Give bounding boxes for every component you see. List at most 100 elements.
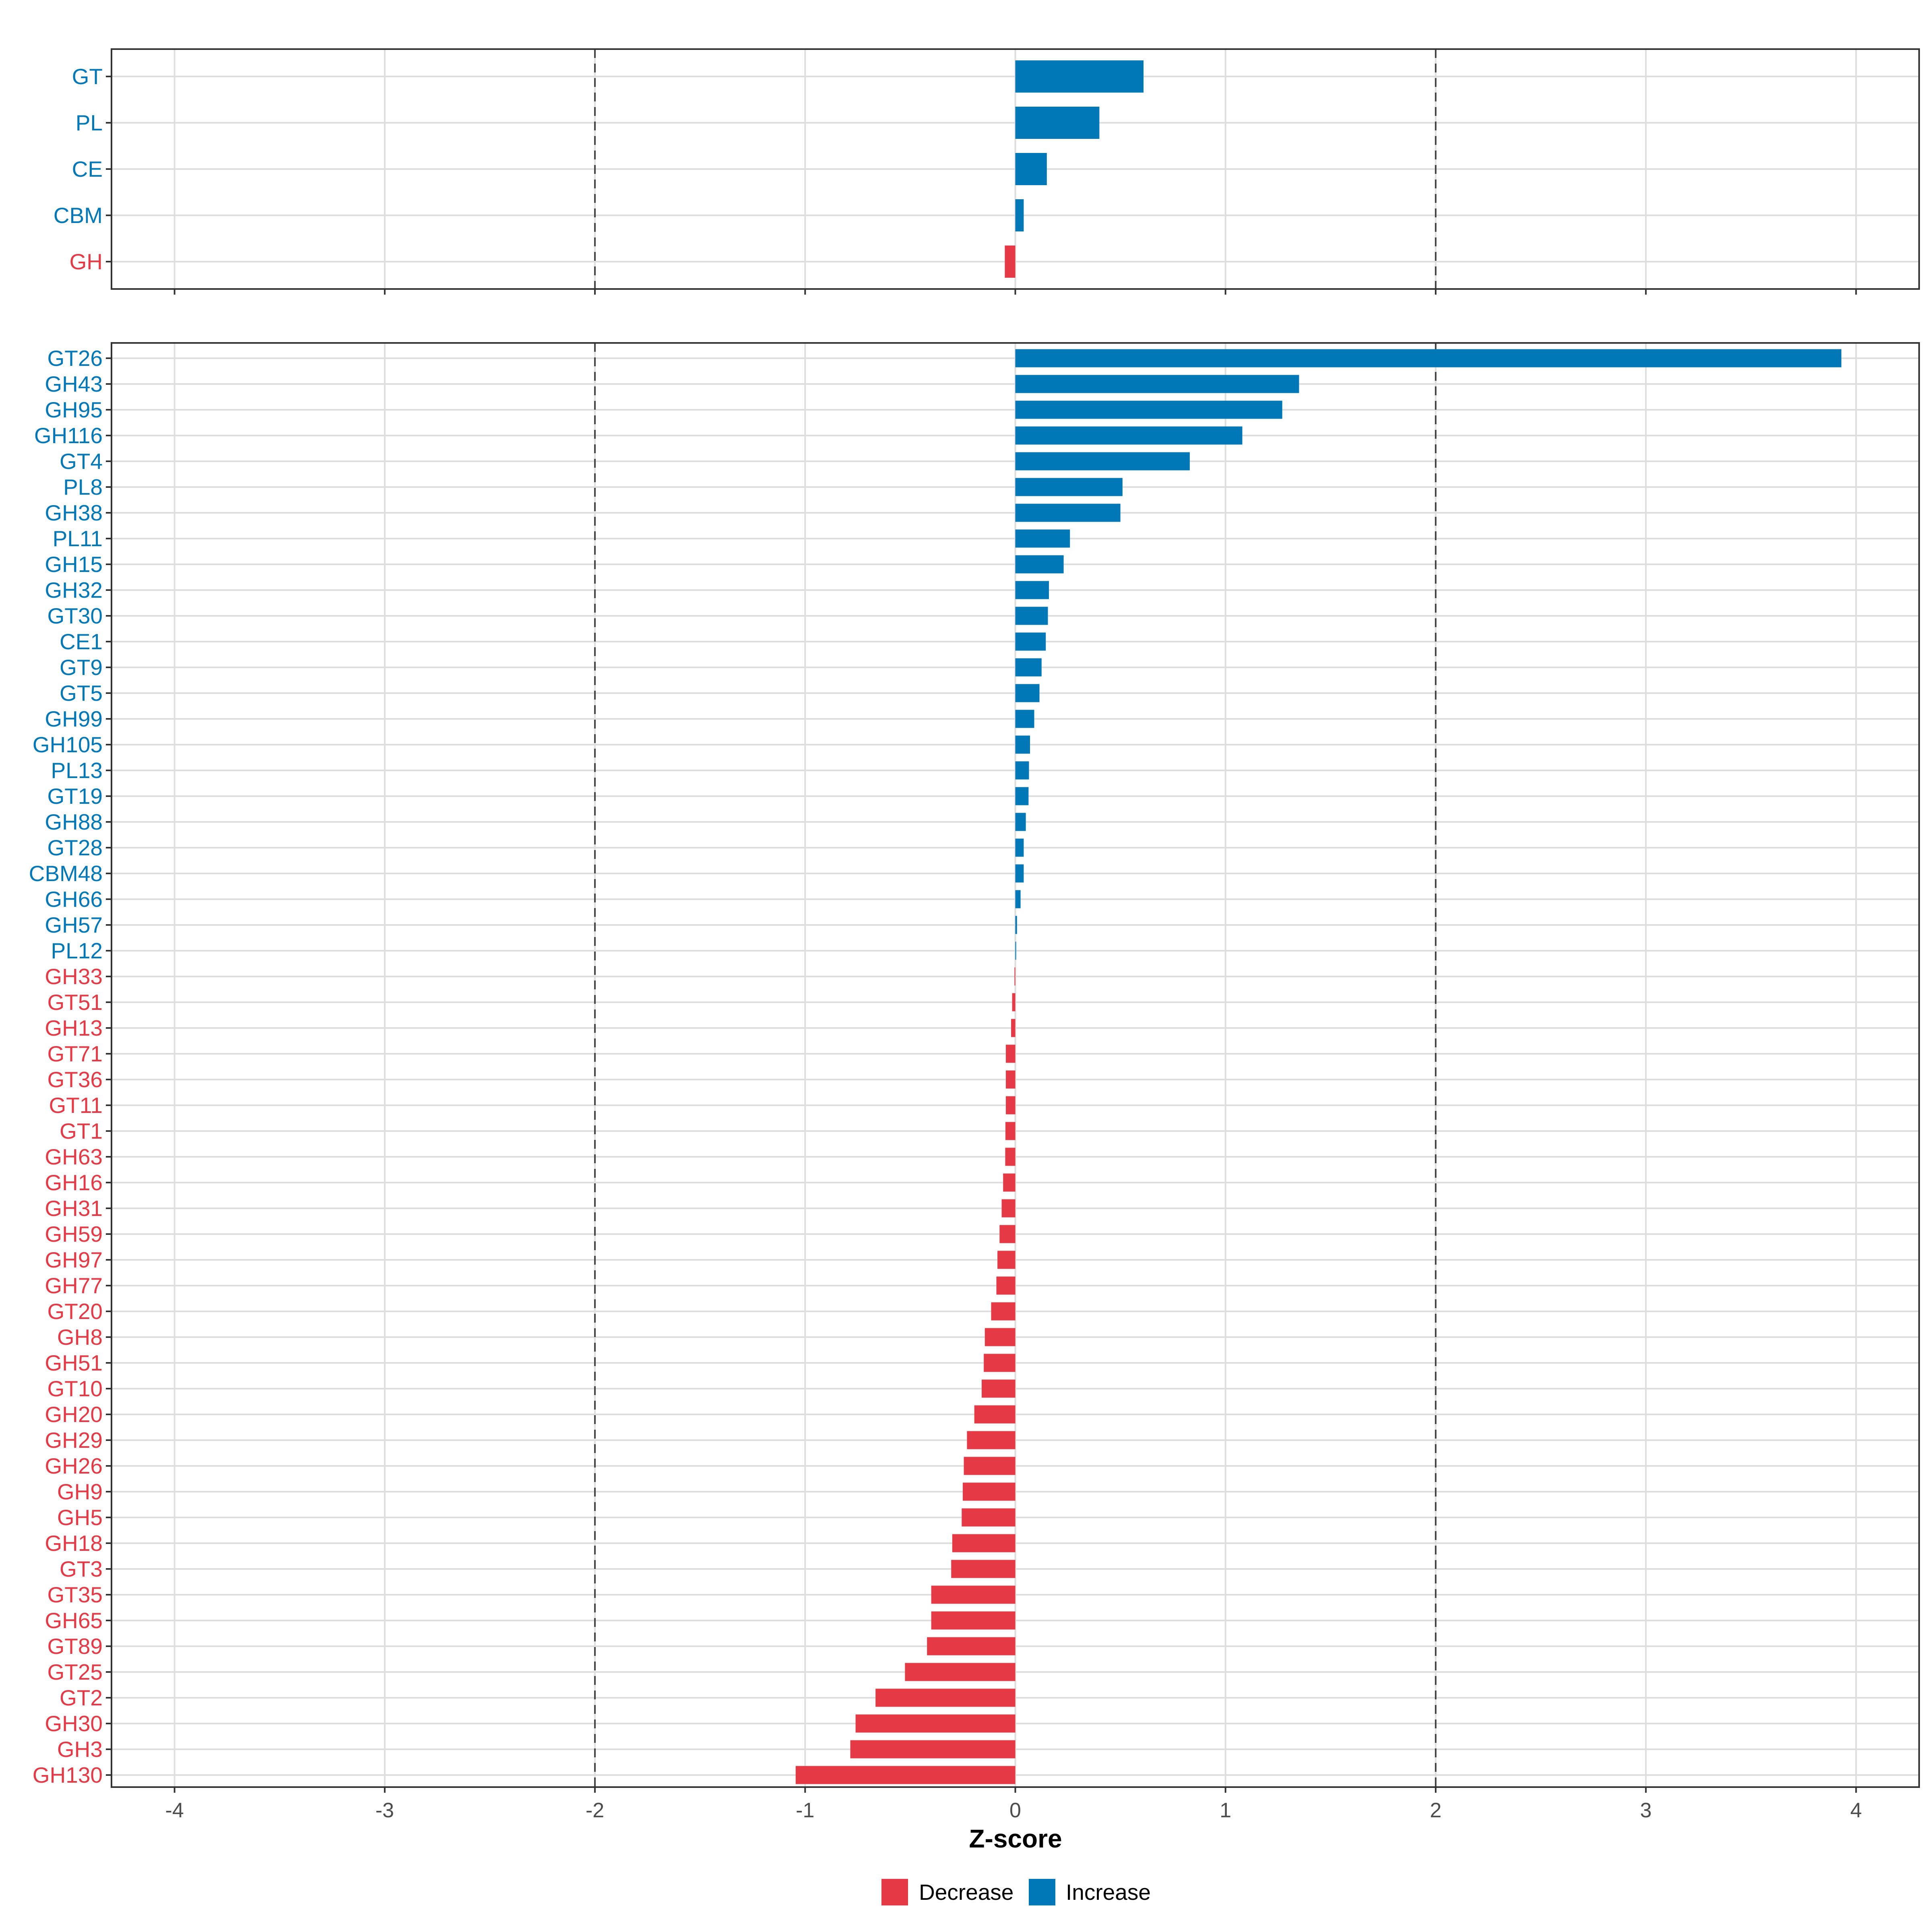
x-tick-label: 4 [1850,1799,1862,1822]
x-tick-label: 1 [1220,1799,1231,1822]
bottom-category-label-gh116: GH116 [34,423,103,448]
x-axis-title: Z-score [969,1824,1062,1853]
bottom-category-label-gh105: GH105 [33,732,103,757]
bottom-bar-gh26 [964,1457,1016,1475]
bottom-category-label-gt51: GT51 [47,990,103,1015]
bottom-bar-gh32 [1015,581,1049,599]
legend-label-increase: Increase [1066,1880,1151,1905]
bottom-bar-gh5 [962,1508,1016,1527]
bottom-bar-gh15 [1015,555,1064,574]
legend-swatch-decrease [881,1879,908,1905]
bottom-category-label-gt30: GT30 [47,603,103,628]
bottom-bar-gh99 [1015,710,1034,728]
bottom-category-label-pl11: PL11 [53,526,103,551]
bottom-bar-gt51 [1012,993,1016,1011]
bottom-bar-gh66 [1015,890,1021,908]
bottom-category-label-gt2: GT2 [60,1685,103,1710]
bottom-bar-gt2 [875,1688,1016,1707]
bottom-category-label-gt26: GT26 [47,346,103,371]
top-category-label-gh: GH [70,249,103,274]
top-bar-gt [1015,60,1144,93]
bottom-bar-gt71 [1006,1044,1016,1063]
bottom-bar-pl8 [1015,478,1123,496]
bottom-panel: GT26GH43GH95GH116GT4PL8GH38PL11GH15GH32G… [29,342,1920,1822]
bottom-category-label-gh65: GH65 [45,1608,103,1633]
bottom-category-label-gh77: GH77 [45,1273,103,1298]
bottom-bar-pl13 [1015,761,1029,780]
bottom-bar-gt89 [927,1637,1016,1655]
x-tick-label: 0 [1009,1799,1021,1822]
bottom-category-label-gt35: GT35 [47,1582,103,1607]
bottom-bar-gt26 [1015,349,1841,367]
x-tick-label: -2 [586,1799,604,1822]
bottom-bar-gt36 [1006,1070,1016,1089]
bottom-bar-gt9 [1015,658,1042,677]
bottom-category-label-gh18: GH18 [45,1531,103,1556]
bottom-bar-gt19 [1015,787,1029,805]
bottom-category-label-gh43: GH43 [45,372,103,396]
bottom-bar-gh57 [1015,916,1017,934]
bottom-bar-gt28 [1015,838,1024,857]
top-panel: GT PL CE CBM GH [54,48,1920,295]
bottom-bar-gh9 [962,1482,1016,1501]
bottom-bar-ce1 [1015,632,1046,651]
bottom-bar-gh116 [1015,426,1243,445]
bottom-category-label-gh30: GH30 [45,1711,103,1736]
bottom-bar-gh65 [931,1611,1016,1630]
bottom-category-label-gt28: GT28 [47,835,103,860]
bottom-bar-gt20 [991,1302,1016,1321]
bottom-category-label-gh31: GH31 [45,1196,103,1221]
bottom-category-label-pl8: PL8 [63,475,103,500]
bottom-bar-gh16 [1003,1173,1016,1192]
bottom-bar-gh38 [1015,504,1121,522]
bottom-bar-gh105 [1015,735,1030,754]
bottom-bar-gh29 [967,1431,1016,1449]
bottom-bar-gh43 [1015,375,1299,393]
bottom-category-label-gh57: GH57 [45,912,103,937]
bottom-bar-gt35 [931,1585,1016,1604]
bottom-bar-gh63 [1005,1148,1016,1166]
bottom-bar-gt30 [1015,607,1048,625]
top-panel-border [111,48,1920,290]
bottom-category-label-gh51: GH51 [45,1350,103,1375]
x-tick-label: 3 [1640,1799,1652,1822]
bottom-bar-gt4 [1015,452,1190,471]
bottom-category-label-gh15: GH15 [45,552,103,577]
top-category-label-cbm: CBM [54,203,103,228]
bottom-category-label-gh13: GH13 [45,1016,103,1040]
bottom-category-label-gh29: GH29 [45,1428,103,1453]
bottom-category-label-gt11: GT11 [49,1093,103,1118]
bottom-bar-gh95 [1015,400,1282,419]
bottom-bar-pl11 [1015,529,1070,548]
bottom-bar-gt10 [981,1379,1016,1398]
bottom-bar-gh33 [1014,967,1016,986]
x-tick-label: -3 [376,1799,394,1822]
bottom-category-label-gh20: GH20 [45,1402,103,1427]
bottom-category-label-gh66: GH66 [45,887,103,912]
legend-label-decrease: Decrease [919,1880,1013,1905]
bottom-category-label-gh32: GH32 [45,578,103,603]
x-tick-label: -4 [165,1799,184,1822]
bottom-category-label-gt71: GT71 [47,1041,103,1066]
bottom-bar-gh18 [952,1534,1016,1552]
bottom-category-label-gt19: GT19 [47,784,103,809]
top-bar-gh [1005,246,1016,278]
bottom-category-label-gt9: GT9 [60,655,103,680]
bottom-category-label-gh26: GH26 [45,1453,103,1478]
bottom-category-label-gh16: GH16 [45,1170,103,1195]
bottom-bar-gh130 [795,1766,1016,1784]
bottom-bar-gh31 [1001,1199,1016,1218]
bottom-bar-gt25 [905,1663,1016,1681]
bottom-category-label-gh5: GH5 [57,1505,103,1530]
x-tick-label: -1 [796,1799,814,1822]
bottom-category-label-gt10: GT10 [47,1376,103,1401]
bottom-category-label-cbm48: CBM48 [29,861,103,886]
bottom-category-label-gh3: GH3 [57,1737,103,1762]
bottom-category-label-pl13: PL13 [51,758,103,783]
x-tick-label: 2 [1430,1799,1441,1822]
top-bar-cbm [1015,199,1024,231]
bottom-bar-gh3 [850,1740,1016,1759]
bottom-category-label-gh130: GH130 [33,1763,103,1788]
legend: Decrease Increase [881,1879,1151,1905]
bottom-panel-border [111,342,1920,1788]
